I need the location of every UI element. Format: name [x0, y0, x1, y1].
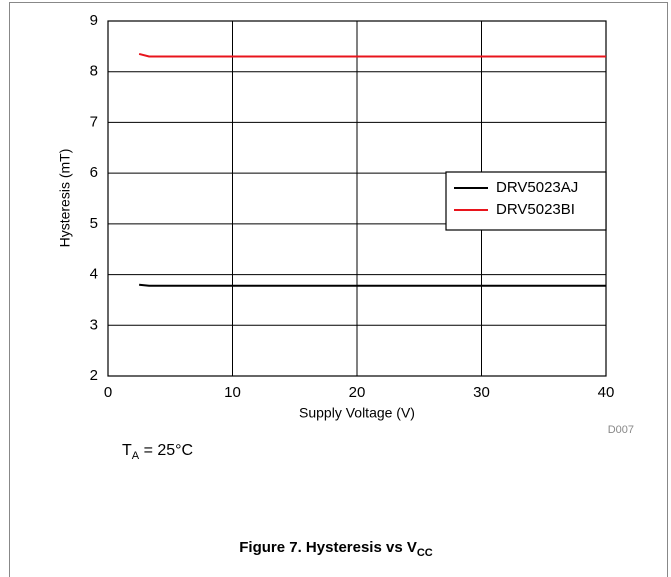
legend-box: [445, 171, 607, 231]
annotation: TA = 25°C: [122, 442, 193, 462]
figure-code: D007: [608, 424, 634, 436]
y-tick-label: 5: [90, 215, 98, 232]
legend-label: DRV5023AJ: [496, 179, 578, 196]
x-axis-label: Supply Voltage (V): [299, 405, 415, 421]
x-tick-label: 10: [224, 384, 241, 401]
x-tick-label: 30: [473, 384, 490, 401]
x-tick-label: 40: [598, 384, 615, 401]
series-line: [139, 283, 606, 287]
y-tick-label: 8: [90, 63, 98, 80]
y-tick-label: 2: [90, 367, 98, 384]
x-tick-label: 0: [104, 384, 112, 401]
annotation-rest: = 25°C: [139, 442, 193, 459]
y-tick-label: 4: [90, 266, 98, 283]
x-tick-label: 20: [349, 384, 366, 401]
y-tick-label: 7: [90, 113, 98, 130]
caption: Figure 7. Hysteresis vs VCC: [239, 539, 433, 559]
caption-sub: CC: [417, 547, 433, 559]
series-line: [138, 52, 606, 58]
caption-main: Figure 7. Hysteresis vs V: [239, 539, 417, 556]
page-frame: [9, 2, 668, 577]
annotation-main: T: [122, 442, 132, 459]
annotation-sub: A: [132, 450, 140, 462]
legend-label: DRV5023BI: [496, 201, 575, 218]
y-axis-label: Hysteresis (mT): [57, 149, 73, 248]
y-tick-label: 6: [90, 164, 98, 181]
y-tick-label: 3: [90, 316, 98, 333]
y-tick-label: 9: [90, 12, 98, 29]
